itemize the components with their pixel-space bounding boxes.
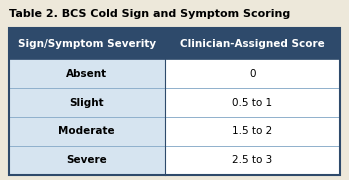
Bar: [9, 117, 164, 146]
Text: 0: 0: [249, 69, 256, 79]
Text: Absent: Absent: [66, 69, 107, 79]
Bar: [9, 146, 164, 175]
Bar: [164, 59, 340, 88]
Bar: [164, 117, 340, 146]
Text: 1.5 to 2: 1.5 to 2: [232, 126, 273, 136]
Text: Sign/Symptom Severity: Sign/Symptom Severity: [17, 39, 156, 49]
Text: Clinician-Assigned Score: Clinician-Assigned Score: [180, 39, 325, 49]
Text: Slight: Slight: [69, 98, 104, 108]
Bar: [164, 88, 340, 117]
Bar: [9, 88, 164, 117]
Text: 0.5 to 1: 0.5 to 1: [232, 98, 273, 108]
Text: 2.5 to 3: 2.5 to 3: [232, 155, 273, 165]
Bar: [164, 146, 340, 175]
Text: Moderate: Moderate: [58, 126, 115, 136]
Bar: [9, 28, 340, 59]
Bar: [9, 28, 340, 175]
Text: Severe: Severe: [66, 155, 107, 165]
Text: Table 2. BCS Cold Sign and Symptom Scoring: Table 2. BCS Cold Sign and Symptom Scori…: [9, 9, 290, 19]
Bar: [9, 59, 164, 88]
